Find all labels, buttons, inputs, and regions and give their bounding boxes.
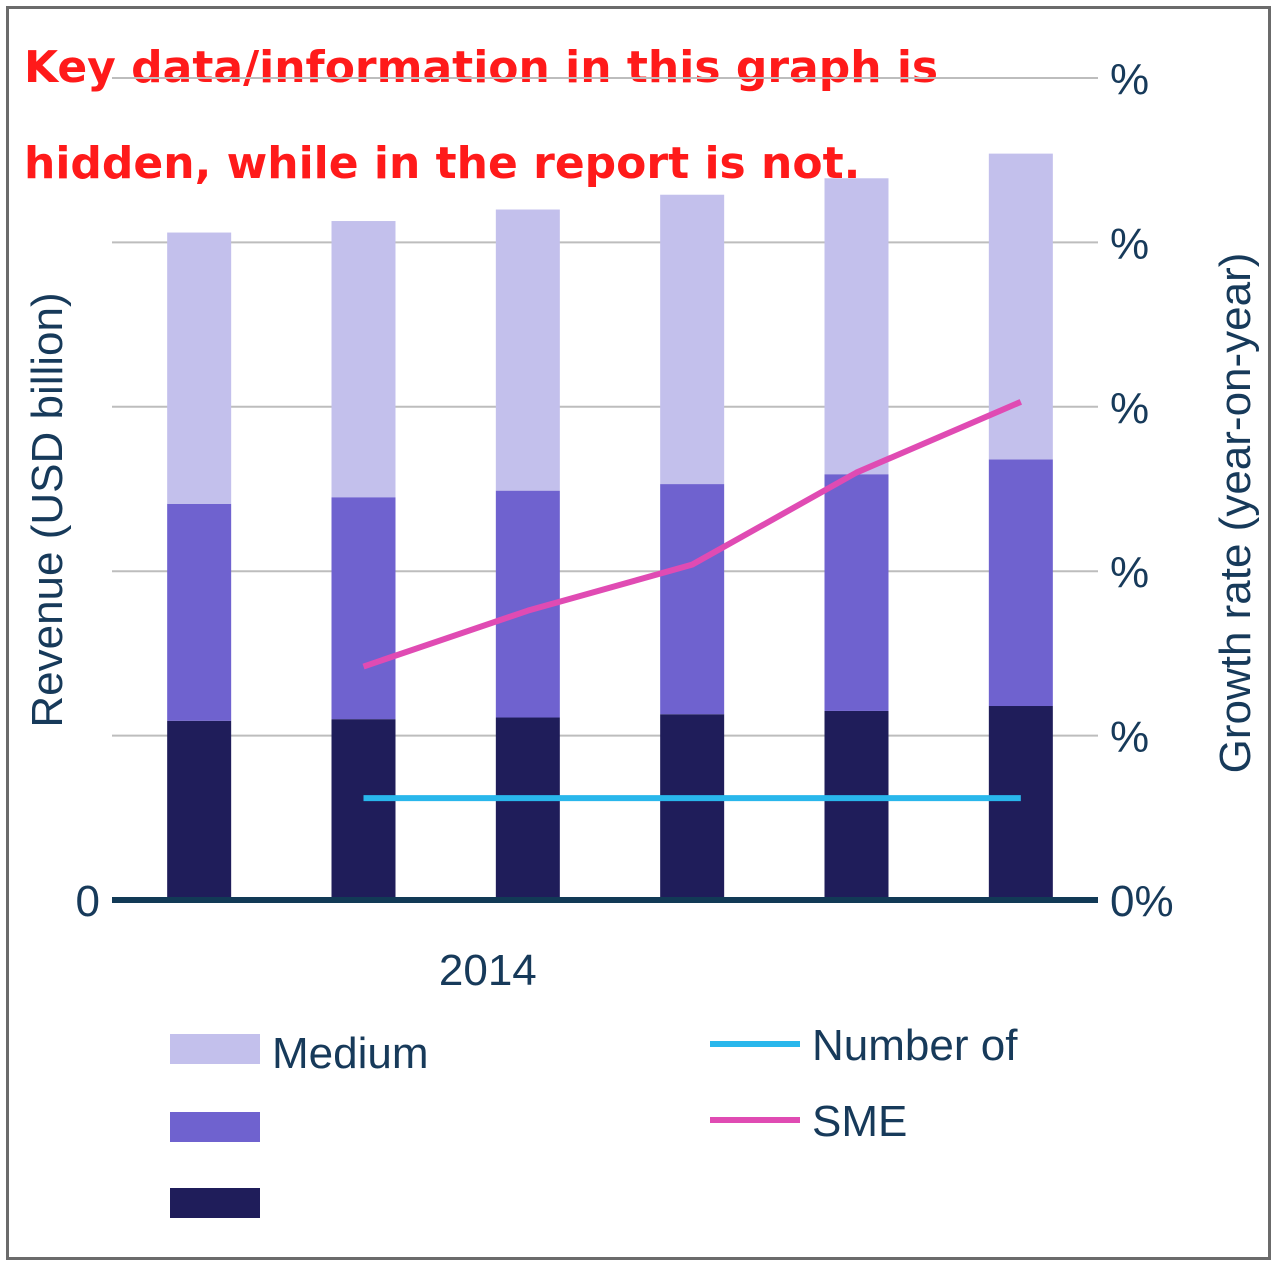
- y2-tick-label: 0%: [1110, 877, 1174, 926]
- bar-segment-3: [660, 194, 725, 485]
- y2-tick-label: %: [1110, 219, 1149, 268]
- bar-segment-2: [824, 474, 889, 711]
- x-tick-label: 2014: [439, 946, 537, 995]
- bar-segment-1: [824, 710, 889, 900]
- bar-segment-1: [495, 717, 560, 900]
- y2-axis-title: Growth rate (year-on-year): [1211, 253, 1260, 774]
- y-tick-label: 0: [76, 877, 100, 926]
- gridlines: [112, 77, 1098, 737]
- legend-line-label-1: Number of: [812, 1021, 1018, 1070]
- legend-label-3: Medium: [272, 1029, 429, 1078]
- hidden-data-notice-line-1: Key data/information in this graph is: [24, 42, 939, 93]
- bar-segment-3: [331, 221, 396, 498]
- legend-swatch-3: [170, 1034, 260, 1064]
- legend-line-label-2: SME: [812, 1097, 907, 1146]
- legend-swatch-2: [170, 1112, 260, 1142]
- stacked-bars: [167, 153, 1053, 900]
- bar-segment-2: [167, 503, 232, 721]
- hidden-data-notice-line-2: hidden, while in the report is not.: [24, 138, 861, 189]
- bar-segment-3: [495, 209, 560, 491]
- bar-segment-3: [167, 232, 232, 504]
- line-series-2: [362, 399, 1023, 670]
- bar-segment-3: [824, 178, 889, 475]
- y2-tick-label: %: [1110, 384, 1149, 433]
- bar-segment-2: [988, 459, 1053, 707]
- y-axis-title: Revenue (USD billion): [23, 292, 72, 727]
- hidden-data-notice: Key data/information in this graph is hi…: [24, 20, 1084, 212]
- bar-segment-1: [167, 720, 232, 900]
- chart-frame: [6, 6, 1271, 1260]
- bar-segment-2: [331, 497, 396, 720]
- bar-segment-1: [331, 719, 396, 900]
- axes: 0 0%%%%%% 2014 Revenue (USD billion) Growth …: [23, 55, 1260, 995]
- growth-lines: [362, 399, 1023, 802]
- legend-swatch-1: [170, 1188, 260, 1218]
- bar-segment-1: [660, 714, 725, 900]
- bar-segment-1: [988, 706, 1053, 900]
- bar-segment-2: [660, 484, 725, 715]
- y2-tick-label: %: [1110, 548, 1149, 597]
- y2-tick-label: %: [1110, 713, 1149, 762]
- legend: Medium Number of SME: [170, 1021, 1018, 1218]
- y2-tick-label: %: [1110, 55, 1149, 104]
